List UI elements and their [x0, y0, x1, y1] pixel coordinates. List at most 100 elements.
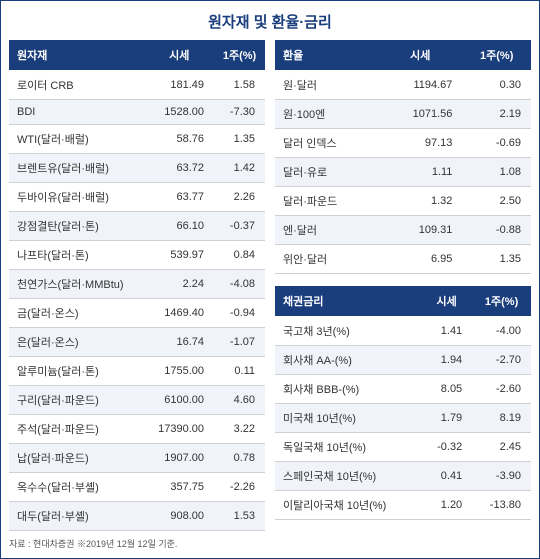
- table-row: 나프타(달러·톤)539.970.84: [9, 241, 265, 270]
- bonds-body: 국고채 3년(%)1.41-4.00회사채 AA-(%)1.94-2.70회사채…: [275, 317, 531, 520]
- commodities-table: 원자재 시세 1주(%) 로이터 CRB181.491.58BDI1528.00…: [9, 40, 265, 531]
- table-row: 옥수수(달러·부셸)357.75-2.26: [9, 473, 265, 502]
- cell-week: 1.58: [214, 71, 265, 100]
- table-row: 대두(달러·부셸)908.001.53: [9, 502, 265, 531]
- cell-name: 로이터 CRB: [9, 71, 144, 100]
- table-row: 독일국채 10년(%)-0.322.45: [275, 433, 531, 462]
- page-title: 원자재 및 환율·금리: [9, 11, 531, 40]
- cell-price: 1194.67: [378, 71, 462, 100]
- table-header-row: 환율 시세 1주(%): [275, 40, 531, 71]
- cell-name: 금(달러·온스): [9, 299, 144, 328]
- cell-name: 달러·유로: [275, 158, 378, 187]
- table-header-row: 원자재 시세 1주(%): [9, 40, 265, 71]
- cell-name: 천연가스(달러·MMBtu): [9, 270, 144, 299]
- table-row: 은(달러·온스)16.74-1.07: [9, 328, 265, 357]
- cell-week: 0.11: [214, 357, 265, 386]
- table-row: 회사채 BBB-(%)8.05-2.60: [275, 375, 531, 404]
- main-panel: 원자재 및 환율·금리 원자재 시세 1주(%) 로이터 CRB181.491.…: [0, 0, 540, 559]
- cell-week: 2.26: [214, 183, 265, 212]
- bonds-table: 채권금리 시세 1주(%) 국고채 3년(%)1.41-4.00회사채 AA-(…: [275, 286, 531, 520]
- cell-name: 두바이유(달러·배럴): [9, 183, 144, 212]
- cell-price: 66.10: [144, 212, 214, 241]
- table-row: 달러·유로1.111.08: [275, 158, 531, 187]
- cell-name: 주석(달러·파운드): [9, 415, 144, 444]
- cell-week: 0.84: [214, 241, 265, 270]
- cell-week: 1.42: [214, 154, 265, 183]
- cell-week: 0.30: [462, 71, 531, 100]
- cell-week: -0.37: [214, 212, 265, 241]
- cell-week: -2.70: [472, 346, 531, 375]
- table-row: 주석(달러·파운드)17390.003.22: [9, 415, 265, 444]
- cell-price: 0.41: [421, 462, 472, 491]
- cell-name: 스페인국채 10년(%): [275, 462, 421, 491]
- cell-name: WTI(달러·배럴): [9, 125, 144, 154]
- cell-price: 1907.00: [144, 444, 214, 473]
- col-week: 1주(%): [214, 40, 265, 71]
- col-week: 1주(%): [462, 40, 531, 71]
- cell-price: 97.13: [378, 129, 462, 158]
- cell-price: -0.32: [421, 433, 472, 462]
- table-row: WTI(달러·배럴)58.761.35: [9, 125, 265, 154]
- table-row: 달러·파운드1.322.50: [275, 187, 531, 216]
- cell-name: 브렌트유(달러·배럴): [9, 154, 144, 183]
- cell-price: 1.32: [378, 187, 462, 216]
- table-row: 원·100엔1071.562.19: [275, 100, 531, 129]
- cell-name: 독일국채 10년(%): [275, 433, 421, 462]
- cell-week: -0.94: [214, 299, 265, 328]
- col-name: 채권금리: [275, 286, 421, 317]
- table-row: 스페인국채 10년(%)0.41-3.90: [275, 462, 531, 491]
- cell-price: 16.74: [144, 328, 214, 357]
- col-name: 환율: [275, 40, 378, 71]
- cell-price: 357.75: [144, 473, 214, 502]
- cell-price: 1469.40: [144, 299, 214, 328]
- cell-week: -7.30: [214, 100, 265, 125]
- fx-table: 환율 시세 1주(%) 원·달러1194.670.30원·100엔1071.56…: [275, 40, 531, 274]
- cell-price: 908.00: [144, 502, 214, 531]
- cell-name: 국고채 3년(%): [275, 317, 421, 346]
- cell-price: 2.24: [144, 270, 214, 299]
- cell-price: 8.05: [421, 375, 472, 404]
- cell-price: 1755.00: [144, 357, 214, 386]
- cell-week: -13.80: [472, 491, 531, 520]
- cell-name: 달러·파운드: [275, 187, 378, 216]
- cell-price: 58.76: [144, 125, 214, 154]
- cell-week: 1.35: [214, 125, 265, 154]
- cell-week: 2.50: [462, 187, 531, 216]
- cell-week: 4.60: [214, 386, 265, 415]
- table-row: 금(달러·온스)1469.40-0.94: [9, 299, 265, 328]
- table-header-row: 채권금리 시세 1주(%): [275, 286, 531, 317]
- cell-price: 1.94: [421, 346, 472, 375]
- cell-name: 은(달러·온스): [9, 328, 144, 357]
- cell-name: BDI: [9, 100, 144, 125]
- cell-price: 63.72: [144, 154, 214, 183]
- cell-week: 1.53: [214, 502, 265, 531]
- cell-name: 회사채 AA-(%): [275, 346, 421, 375]
- col-week: 1주(%): [472, 286, 531, 317]
- cell-price: 6.95: [378, 245, 462, 274]
- cell-price: 539.97: [144, 241, 214, 270]
- source-note: 자료 : 현대차증권 ※2019년 12월 12일 기준.: [9, 531, 531, 550]
- table-row: 이탈리아국채 10년(%)1.20-13.80: [275, 491, 531, 520]
- table-row: 두바이유(달러·배럴)63.772.26: [9, 183, 265, 212]
- cell-name: 달러 인덱스: [275, 129, 378, 158]
- cell-name: 위안·달러: [275, 245, 378, 274]
- right-column: 환율 시세 1주(%) 원·달러1194.670.30원·100엔1071.56…: [275, 40, 531, 531]
- cell-week: -3.90: [472, 462, 531, 491]
- cell-price: 1.79: [421, 404, 472, 433]
- table-row: 로이터 CRB181.491.58: [9, 71, 265, 100]
- cell-week: -1.07: [214, 328, 265, 357]
- cell-week: 0.78: [214, 444, 265, 473]
- table-row: 미국채 10년(%)1.798.19: [275, 404, 531, 433]
- cell-name: 회사채 BBB-(%): [275, 375, 421, 404]
- cell-week: -0.88: [462, 216, 531, 245]
- cell-price: 1071.56: [378, 100, 462, 129]
- cell-name: 강점결탄(달러·톤): [9, 212, 144, 241]
- cell-week: 8.19: [472, 404, 531, 433]
- cell-name: 원·달러: [275, 71, 378, 100]
- cell-name: 이탈리아국채 10년(%): [275, 491, 421, 520]
- fx-body: 원·달러1194.670.30원·100엔1071.562.19달러 인덱스97…: [275, 71, 531, 274]
- cell-price: 1528.00: [144, 100, 214, 125]
- table-row: 달러 인덱스97.13-0.69: [275, 129, 531, 158]
- cell-name: 납(달러·파운드): [9, 444, 144, 473]
- cell-name: 미국채 10년(%): [275, 404, 421, 433]
